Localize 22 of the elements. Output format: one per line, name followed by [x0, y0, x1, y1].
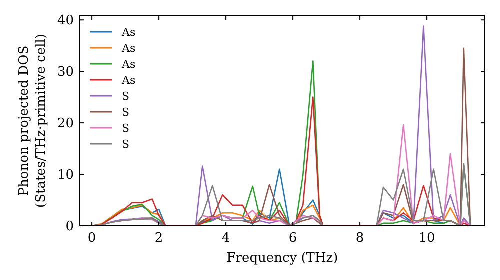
x-tick-label: 0 — [88, 231, 96, 246]
legend-label: As — [121, 42, 136, 55]
x-tick-label: 8 — [356, 231, 364, 246]
line-series — [91, 164, 472, 226]
y-tick-label: 20 — [57, 116, 74, 132]
legend-label: As — [121, 74, 136, 87]
x-tick-label: 6 — [288, 231, 298, 246]
y-tick-label: 30 — [57, 65, 74, 80]
legend-label: S — [122, 106, 130, 119]
legend-label: As — [121, 26, 136, 39]
legend-label: S — [122, 122, 130, 135]
y-axis-title: Phonon projected DOS (States/THz·primitive cell) — [17, 34, 49, 208]
y-tick-label: 0 — [66, 220, 74, 235]
y-tick-label: 40 — [57, 14, 74, 29]
x-axis-title: Frequency (THz) — [226, 251, 338, 266]
legend-label: S — [122, 90, 130, 103]
legend-label: As — [121, 58, 136, 71]
x-tick-label: 4 — [222, 231, 230, 246]
legend-label: S — [122, 138, 130, 151]
x-tick-label: 2 — [154, 231, 164, 246]
x-tick-label: 10 — [418, 231, 436, 246]
y-tick-label: 10 — [57, 168, 74, 184]
